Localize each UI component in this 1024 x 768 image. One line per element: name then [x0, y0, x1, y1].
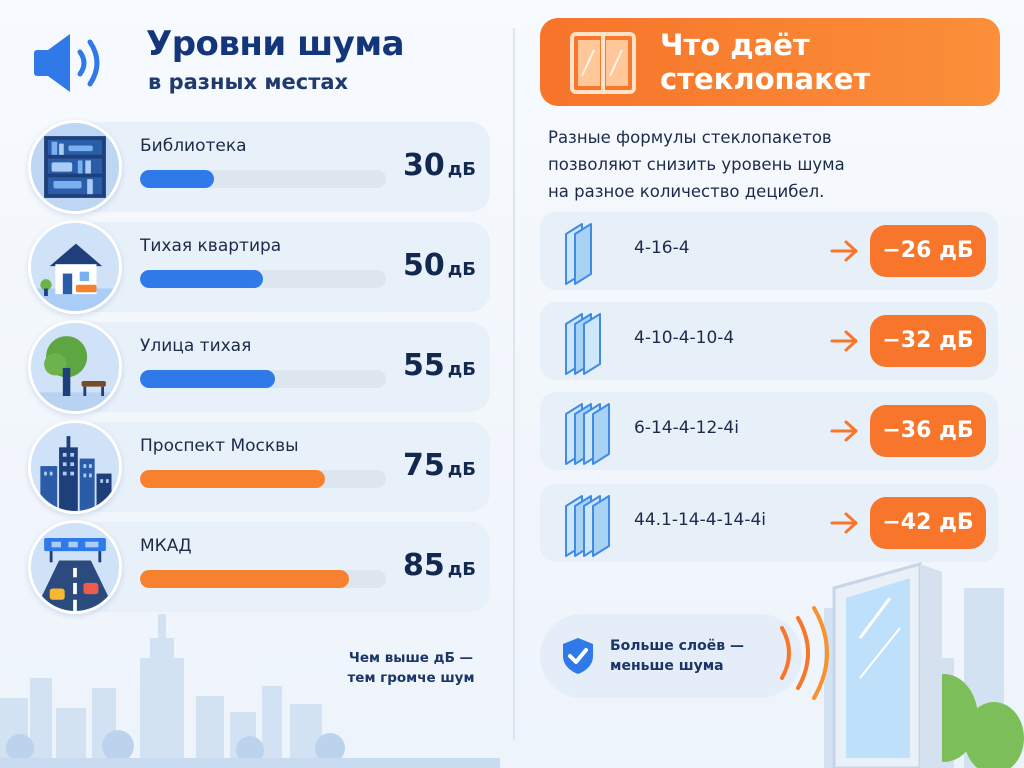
highway-icon — [28, 520, 122, 614]
glass-unit-description: Разные формулы стеклопакетов позволяют с… — [548, 128, 845, 201]
place-card — [58, 522, 490, 612]
more-layers-card: Больше слоёв — меньше шума — [540, 614, 802, 698]
formula-row: 6-14-4-12-4i −36 дБ — [540, 392, 998, 470]
arrow-right-icon — [830, 420, 858, 442]
bookshelf-icon — [28, 120, 122, 214]
noise-bar-fill — [140, 270, 263, 288]
place-row-quiet-street: Улица тихая 55 дБ — [28, 320, 490, 416]
noise-bar-fill — [140, 570, 350, 588]
place-card — [58, 322, 490, 412]
city-buildings-icon — [28, 420, 122, 514]
glass-layers-icon — [565, 495, 610, 557]
formula-text: 6-14-4-12-4i — [634, 418, 739, 438]
glass-layers-icon — [565, 223, 592, 285]
more-layers-text: Больше слоёв — меньше шума — [610, 638, 745, 674]
noise-bar-track — [140, 470, 386, 488]
place-card — [58, 422, 490, 512]
place-row-moscow-avenue: Проспект Москвы 75 дБ — [28, 420, 490, 516]
glass-unit-header: Что даёт стеклопакет — [540, 18, 1000, 106]
formula-row: 44.1-14-4-14-4i −42 дБ — [540, 484, 998, 562]
reduction-badge: −26 дБ — [870, 225, 986, 277]
noise-bar-track — [140, 370, 386, 388]
reduction-badge: −42 дБ — [870, 497, 986, 549]
tree-bench-icon — [28, 320, 122, 414]
noise-bar-track — [140, 270, 386, 288]
place-row-library: Библиотека 30 дБ — [28, 120, 490, 216]
arrow-right-icon — [830, 512, 858, 534]
reduction-badge: −36 дБ — [870, 405, 986, 457]
noise-value: 75 дБ — [402, 448, 476, 483]
place-name: Библиотека — [140, 136, 247, 156]
place-row-quiet-apartment: Тихая квартира 50 дБ — [28, 220, 490, 316]
louder-note: Чем выше дБ — тем громче шум — [347, 650, 475, 686]
place-name: Тихая квартира — [140, 236, 282, 256]
noise-value: 55 дБ — [402, 348, 476, 383]
window-frame-icon — [832, 562, 942, 768]
glass-unit-title: Что даёт стеклопакет — [660, 28, 871, 96]
formula-text: 44.1-14-4-14-4i — [634, 510, 767, 530]
reduction-badge: −32 дБ — [870, 315, 986, 367]
formula-text: 4-10-4-10-4 — [634, 328, 735, 348]
place-name: МКАД — [140, 536, 192, 556]
noise-bar-track — [140, 570, 386, 588]
noise-value: 50 дБ — [402, 248, 476, 283]
noise-bar-fill — [140, 170, 214, 188]
formula-row: 4-10-4-10-4 −32 дБ — [540, 302, 998, 380]
formula-row: 4-16-4 −26 дБ — [540, 212, 998, 290]
house-icon — [28, 220, 122, 314]
arrow-right-icon — [830, 330, 858, 352]
noise-value: 30 дБ — [402, 148, 476, 183]
window-icon — [570, 32, 636, 94]
noise-value: 85 дБ — [402, 548, 476, 583]
place-row-mkad: МКАД 85 дБ — [28, 520, 490, 616]
place-card — [58, 222, 490, 312]
glass-layers-icon — [565, 403, 610, 465]
noise-bar-fill — [140, 470, 325, 488]
glass-layers-icon — [565, 313, 601, 375]
place-name: Проспект Москвы — [140, 436, 299, 456]
noise-levels-subtitle: в разных местах — [148, 70, 349, 94]
city-skyline-left-icon — [0, 614, 500, 768]
noise-bar-track — [140, 170, 386, 188]
formula-text: 4-16-4 — [634, 238, 690, 258]
noise-levels-title: Уровни шума — [146, 24, 405, 64]
arrow-right-icon — [830, 240, 858, 262]
place-card — [58, 122, 490, 212]
speaker-icon — [34, 34, 100, 92]
shield-check-icon — [563, 638, 593, 674]
place-name: Улица тихая — [140, 336, 252, 356]
noise-bar-fill — [140, 370, 276, 388]
column-divider — [513, 28, 515, 740]
